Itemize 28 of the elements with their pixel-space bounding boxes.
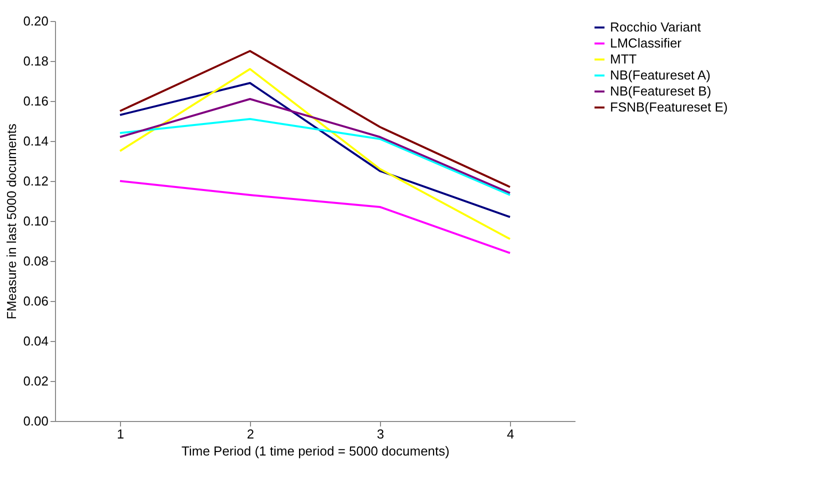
- y-tick-label: 0.20: [23, 14, 48, 28]
- legend-label: NB(Featureset A): [610, 68, 710, 82]
- x-tick-label: 3: [376, 426, 384, 442]
- x-tick-label: 1: [116, 426, 124, 442]
- line-series: [119, 68, 511, 240]
- line-series: [119, 50, 511, 188]
- legend-label: NB(Featureset B): [610, 84, 712, 98]
- y-tick-label: 0.04: [23, 334, 48, 348]
- x-axis-title: Time Period (1 time period = 5000 documents): [182, 444, 450, 458]
- y-tick-label: 0.14: [23, 134, 48, 148]
- y-tick-label: 0.18: [23, 54, 48, 68]
- x-tick-label: 2: [246, 426, 254, 442]
- line-series: [119, 180, 511, 254]
- x-tick-label: 4: [506, 426, 514, 442]
- legend-label: MTT: [610, 52, 637, 66]
- y-tick-label: 0.08: [23, 254, 48, 268]
- y-tick-label: 0.10: [23, 214, 48, 228]
- legend-label: LMClassifier: [610, 36, 682, 50]
- y-tick-label: 0.12: [23, 174, 48, 188]
- y-axis-title: FMeasure in last 5000 documents: [4, 123, 20, 320]
- line-series: [119, 82, 511, 218]
- legend-label: Rocchio Variant: [610, 20, 702, 34]
- y-tick-label: 0.06: [23, 294, 48, 308]
- line-series: [119, 118, 511, 196]
- legend-label: FSNB(Featureset E): [610, 100, 728, 114]
- y-tick-label: 0.02: [23, 374, 48, 388]
- y-tick-label: 0.00: [23, 414, 48, 428]
- y-tick-label: 0.16: [23, 94, 48, 108]
